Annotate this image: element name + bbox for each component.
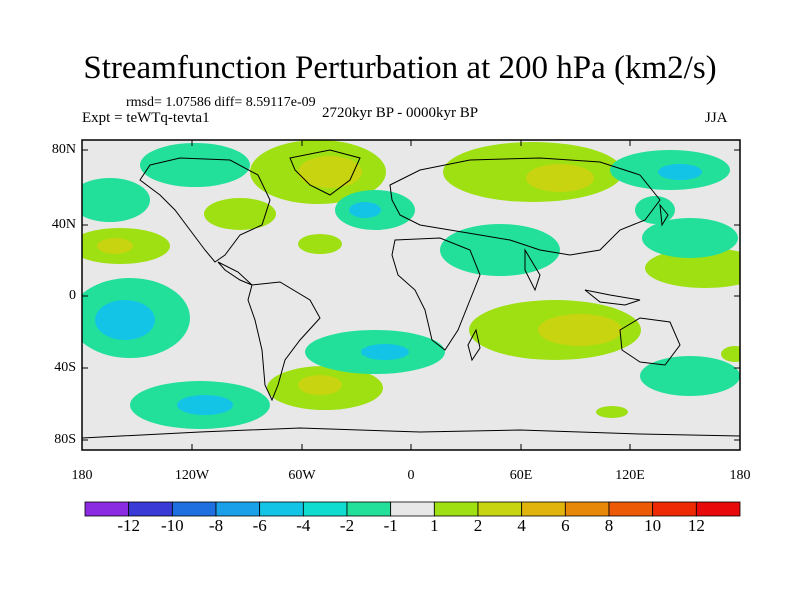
contour-neg-east-asia — [642, 218, 738, 258]
lon-label-120e: 120E — [615, 468, 645, 483]
contour-pos2-pacific — [97, 238, 133, 254]
axis-ticks — [82, 140, 740, 450]
colorbar-swatch — [564, 501, 610, 517]
lon-label-180w: 180 — [71, 468, 93, 483]
colorbar-swatch — [215, 501, 261, 517]
contour-pos-edge — [721, 346, 740, 362]
colorbar-swatch — [302, 501, 348, 517]
contour-pos-small — [298, 234, 342, 254]
map-area — [82, 140, 740, 450]
south-america-outline — [247, 281, 321, 402]
colorbar-swatch — [390, 501, 435, 517]
lat-label-0: 0 — [69, 288, 76, 303]
colorbar-swatch — [259, 501, 304, 517]
india-outline — [524, 248, 541, 292]
colorbar-swatch — [477, 501, 523, 517]
central-america-outline — [217, 261, 253, 286]
period-label: 2720kyr BP - 0000kyr BP — [322, 105, 479, 121]
contour-neg-asia — [440, 224, 560, 276]
lon-label-60w: 60W — [288, 468, 316, 483]
contour-neg-pacific-nw — [82, 178, 150, 222]
lat-label-80s: 80S — [54, 432, 76, 447]
lat-label-80n: 80N — [51, 142, 76, 157]
experiment-label: Expt = teWTq-tevta1 — [82, 110, 210, 126]
map-title: Streamfunction Perturbation at 200 hPa (… — [83, 50, 717, 86]
lon-label-120w: 120W — [174, 468, 210, 483]
madagascar-outline — [467, 328, 481, 362]
coastlines — [82, 149, 740, 439]
lat-label-40s: 40S — [54, 360, 76, 375]
colorbar-swatch — [171, 501, 217, 517]
contour-neg-japan — [635, 196, 675, 224]
colorbar-swatch — [652, 501, 697, 517]
colorbar-label: -8 — [208, 516, 224, 535]
contour-pos-east-pacific — [645, 248, 740, 288]
colorbar-label: 6 — [561, 516, 570, 535]
colorbar-swatch — [608, 501, 654, 517]
season-label: JJA — [705, 110, 728, 126]
contour-pos2-indian — [538, 314, 622, 346]
lat-label-40n: 40N — [51, 217, 76, 232]
greenland-outline — [289, 149, 361, 196]
contour-pos2-siberia — [526, 164, 594, 192]
eurasia-outline — [389, 157, 661, 256]
contour-neg-alaska — [140, 143, 250, 187]
contour-neg2-europe — [349, 202, 381, 218]
stats-text: rmsd= 1.07586 diff= 8.59117e-09 — [126, 95, 316, 110]
lon-label-60e: 60E — [509, 468, 533, 483]
colorbar-label: -2 — [339, 516, 355, 535]
colorbar-label: 12 — [687, 516, 705, 535]
africa-outline — [391, 237, 481, 351]
antarctica-outline — [82, 427, 740, 439]
lon-label-0: 0 — [407, 468, 415, 483]
indonesia-outline — [584, 289, 641, 306]
colorbar-label: -6 — [252, 516, 267, 535]
japan-outline — [659, 203, 669, 227]
colorbar-label: 4 — [517, 516, 526, 535]
colorbar-swatch — [433, 501, 479, 517]
contour-neg-south-indian — [640, 356, 740, 396]
contour-pos2-greenland — [298, 156, 362, 188]
contour-neg2-pacific — [95, 300, 155, 340]
colorbar-label: -4 — [296, 516, 311, 535]
contour-neg2-spacific — [177, 395, 233, 415]
colorbar-label: 2 — [473, 516, 483, 535]
colorbar-swatch — [521, 501, 566, 517]
colorbar-swatch — [128, 501, 173, 517]
colorbar — [84, 501, 741, 517]
north-america-outline — [139, 157, 271, 263]
contour-pos2-southatl — [298, 375, 342, 395]
colorbar-label: -12 — [117, 516, 140, 535]
colorbar-swatch — [695, 501, 741, 517]
contour-neg2-npacific — [658, 164, 702, 180]
colorbar-swatch — [346, 501, 392, 517]
lon-label-180e: 180 — [729, 468, 751, 483]
australia-outline — [619, 317, 681, 366]
colorbar-label: 10 — [644, 516, 662, 535]
colorbar-swatch — [84, 501, 130, 517]
colorbar-label: -10 — [160, 516, 184, 535]
colorbar-label: -1 — [383, 516, 398, 535]
contour-pos-tiny — [596, 406, 628, 418]
contour-neg2-samerica — [361, 344, 409, 360]
colorbar-label: 8 — [604, 516, 614, 535]
colorbar-label: 1 — [430, 516, 439, 535]
contour-pos-atlantic — [204, 198, 276, 230]
